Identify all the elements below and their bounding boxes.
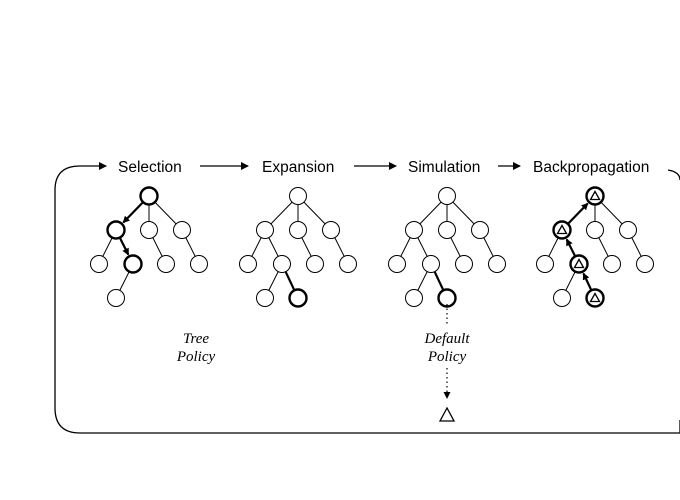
tree-node-circle-icon — [586, 221, 604, 239]
tree-edge — [598, 237, 609, 257]
tree-edge — [600, 201, 623, 225]
reward-triangle-icon — [573, 258, 585, 269]
tree-node-circle-icon — [273, 255, 291, 273]
tree-node-circle-icon — [256, 289, 274, 307]
terminal-triangle-icon — [438, 406, 456, 422]
tree-edge — [301, 237, 312, 257]
edge-arrow — [567, 202, 589, 225]
tree-policy-label-line2: Policy — [176, 349, 216, 365]
edge-arrow — [118, 237, 130, 256]
tree-edge — [417, 237, 428, 257]
edge-arrow — [565, 238, 577, 257]
tree-edge — [483, 237, 494, 257]
stage-label-expansion: Expansion — [262, 159, 334, 176]
reward-triangle-icon — [556, 224, 568, 235]
tree-simulation — [388, 187, 506, 308]
tree-node-circle-icon — [388, 255, 406, 273]
tree-node-circle-icon — [553, 289, 571, 307]
tree-edge — [268, 237, 279, 257]
tree-node-circle-icon — [157, 255, 175, 273]
tree-node-circle-icon — [140, 221, 158, 239]
tree-edge — [270, 201, 293, 225]
tree-node-circle-icon — [106, 220, 126, 240]
stage-label-simulation: Simulation — [408, 159, 480, 176]
tree-edge — [450, 237, 461, 257]
edge-arrow — [582, 272, 593, 291]
tree-node-circle-icon — [438, 221, 456, 239]
tree-node-circle-icon — [107, 289, 125, 307]
tree-node-circle-icon — [455, 255, 473, 273]
tree-selection — [90, 186, 208, 307]
default-policy-label-line2: Policy — [427, 349, 467, 365]
tree-node-circle-icon — [422, 255, 440, 273]
tree-edge — [565, 271, 576, 291]
tree-node-circle-icon — [438, 187, 456, 205]
reward-triangle-icon — [589, 292, 601, 303]
tree-node-circle-icon — [405, 289, 423, 307]
tree-node-circle-icon — [339, 255, 357, 273]
tree-expansion — [239, 187, 357, 308]
tree-node-circle-icon — [139, 186, 159, 206]
tree-node-circle-icon — [437, 288, 457, 308]
tree-edge — [548, 237, 559, 257]
tree-node-circle-icon — [239, 255, 257, 273]
tree-edge — [419, 201, 442, 225]
stage-label-backpropagation: Backpropagation — [533, 159, 649, 176]
reward-triangle-icon — [589, 190, 601, 201]
stage-label-selection: Selection — [118, 159, 182, 176]
tree-node-circle-icon — [636, 255, 654, 273]
tree-edge — [185, 237, 196, 257]
tree-node-circle-icon — [289, 221, 307, 239]
tree-node-circle-icon — [536, 255, 554, 273]
tree-node-circle-icon — [306, 255, 324, 273]
tree-node-circle-icon — [488, 255, 506, 273]
tree-edge — [334, 237, 345, 257]
tree-node-circle-icon — [190, 255, 208, 273]
tree-node-circle-icon — [256, 221, 274, 239]
tree-policy-label-line1: Tree — [183, 331, 209, 347]
tree-backpropagation — [536, 186, 654, 308]
tree-edge — [400, 237, 411, 257]
tree-edge — [152, 237, 163, 257]
tree-node-circle-icon — [289, 187, 307, 205]
tree-edge — [417, 271, 428, 291]
default-policy-label-line1: Default — [424, 331, 471, 347]
tree-edge — [251, 237, 262, 257]
tree-node-circle-icon — [619, 221, 637, 239]
tree-node-circle-icon — [471, 221, 489, 239]
tree-node-circle-icon — [405, 221, 423, 239]
tree-node-circle-icon — [322, 221, 340, 239]
tree-node-circle-icon — [90, 255, 108, 273]
tree-edge — [154, 201, 177, 225]
tree-node-circle-icon — [173, 221, 191, 239]
tree-edge — [631, 237, 642, 257]
tree-edge — [303, 201, 326, 225]
tree-node-circle-icon — [123, 254, 143, 274]
tree-edge — [284, 271, 296, 291]
tree-edge — [102, 237, 113, 257]
tree-edge — [119, 271, 130, 291]
tree-edge — [433, 271, 445, 291]
tree-node-circle-icon — [288, 288, 308, 308]
tree-edge — [268, 271, 279, 291]
tree-edge — [452, 201, 475, 225]
edge-arrow — [122, 201, 144, 224]
tree-node-circle-icon — [603, 255, 621, 273]
